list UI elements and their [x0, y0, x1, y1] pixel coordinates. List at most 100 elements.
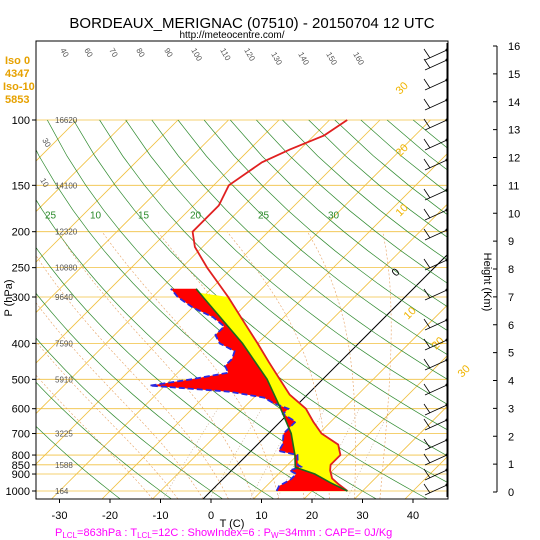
- t-tick-label: 30: [356, 510, 368, 522]
- isotherm: [36, 119, 280, 364]
- dry-adiabat: [36, 337, 223, 499]
- mixing-ratio-label: 25: [258, 211, 270, 222]
- p-tick-label: 700: [12, 429, 30, 441]
- dry-adiabat: [46, 119, 448, 484]
- dry-adiabat: [203, 119, 448, 332]
- isotherm: [36, 119, 381, 465]
- mixing-ratio-label: 10: [90, 211, 102, 222]
- wind-barb: [423, 468, 448, 481]
- moist-adiabat: [379, 231, 392, 499]
- mixing-ratio-label: 30: [328, 211, 340, 222]
- height-tick-label: 12: [508, 153, 520, 165]
- t-tick-label: -10: [153, 510, 169, 522]
- mixing-ratio-label: 15: [138, 211, 150, 222]
- p-tick-label: 100: [12, 115, 30, 127]
- dry-adiabat: [125, 119, 448, 406]
- t-tick-label: 40: [407, 510, 419, 522]
- dry-adiabat: [99, 119, 448, 431]
- theta-label: 40: [58, 47, 71, 60]
- wind-barb: [423, 483, 448, 496]
- theta-label: 10: [38, 177, 51, 190]
- theta-label: 100: [189, 47, 204, 64]
- moist-adiabat: [226, 231, 330, 499]
- upper-temp-label: 0: [390, 266, 403, 279]
- wind-barb: [423, 158, 448, 171]
- height-tick-label: 1: [508, 459, 514, 471]
- p-tick-label: 900: [12, 469, 30, 481]
- wind-barb: [423, 208, 448, 221]
- height-tick-label: 0: [508, 487, 514, 499]
- x-axis-label: T (C): [220, 518, 245, 530]
- geopotential-label: 164: [55, 487, 69, 496]
- upper-temp-label: 10: [402, 305, 419, 322]
- iso10-label: Iso-10: [3, 81, 35, 93]
- theta-label: 120: [242, 47, 257, 64]
- wind-barb: [423, 338, 448, 351]
- theta-label: 150: [324, 51, 339, 68]
- geopotential-label: 9640: [55, 293, 73, 302]
- mixing-ratio-line: [162, 408, 219, 499]
- isotherm: [36, 119, 128, 213]
- dry-adiabat: [230, 119, 448, 308]
- height-tick-label: 9: [508, 236, 514, 248]
- theta-label: 130: [269, 51, 284, 68]
- moist-adiabat: [36, 255, 229, 499]
- p-tick-label: 850: [12, 460, 30, 472]
- height-tick-label: 11: [508, 180, 519, 192]
- wind-barb: [423, 188, 448, 201]
- right-axis-label: Height (Km): [481, 253, 493, 312]
- isotherm: [303, 354, 448, 499]
- mixing-ratio-label: 20: [190, 211, 202, 222]
- mixing-ratio-label: 25: [45, 211, 57, 222]
- height-tick-label: 2: [508, 431, 514, 443]
- geopotential-label: 5910: [55, 375, 73, 384]
- wind-barb: [423, 318, 448, 331]
- height-tick-label: 16: [508, 41, 520, 53]
- geopotential-label: 3225: [55, 430, 73, 439]
- series-t: [191, 119, 348, 492]
- p-tick-label: 150: [12, 180, 30, 192]
- t-tick-label: 0: [208, 510, 214, 522]
- t-tick-label: -20: [102, 510, 118, 522]
- dry-adiabat: [412, 119, 448, 149]
- height-tick-label: 3: [508, 403, 514, 415]
- wind-barb: [423, 288, 448, 301]
- dry-adiabat: [73, 119, 448, 457]
- isotherm: [456, 120, 540, 499]
- t-tick-label: 10: [255, 510, 267, 522]
- isotherm: [36, 119, 179, 263]
- isotherm-zero: [202, 253, 448, 499]
- y-axis-label: P (hPa): [3, 279, 15, 316]
- p-tick-label: 1000: [6, 486, 30, 498]
- isotherm: [404, 455, 448, 499]
- moist-adiabat: [307, 231, 356, 499]
- geopotential-label: 16620: [55, 116, 78, 125]
- cin-area: [149, 288, 348, 491]
- theta-label: 60: [82, 47, 95, 60]
- moist-adiabat: [36, 302, 204, 499]
- theta-label: 80: [134, 47, 147, 60]
- dry-adiabat: [36, 425, 121, 499]
- chart-title: BORDEAUX_MERIGNAC (07510) - 20150704 12 …: [69, 15, 434, 32]
- iso-info: Iso 0 4347 Iso-10 5853: [3, 55, 35, 106]
- wind-barb: [423, 258, 448, 271]
- wind-barb: [423, 438, 448, 451]
- wind-barb: [423, 418, 448, 431]
- geopotential-label: 7590: [55, 339, 73, 348]
- sounding-lines: [149, 119, 348, 492]
- theta-label: 30: [40, 137, 53, 150]
- wind-barb: [423, 118, 448, 131]
- wind-barb: [423, 98, 448, 111]
- moist-adiabat: [57, 231, 254, 499]
- dry-adiabat: [36, 381, 172, 499]
- upper-temp-label: 20: [394, 142, 411, 159]
- upper-temp-label: 20: [430, 335, 447, 352]
- moist-adiabat: [101, 231, 280, 499]
- isotherm: [36, 119, 229, 314]
- dry-adiabat: [177, 119, 448, 356]
- height-tick-label: 15: [508, 69, 520, 81]
- t-tick-label: 20: [306, 510, 318, 522]
- geopotential-label: 10880: [55, 264, 78, 273]
- grid-layer: [36, 119, 540, 499]
